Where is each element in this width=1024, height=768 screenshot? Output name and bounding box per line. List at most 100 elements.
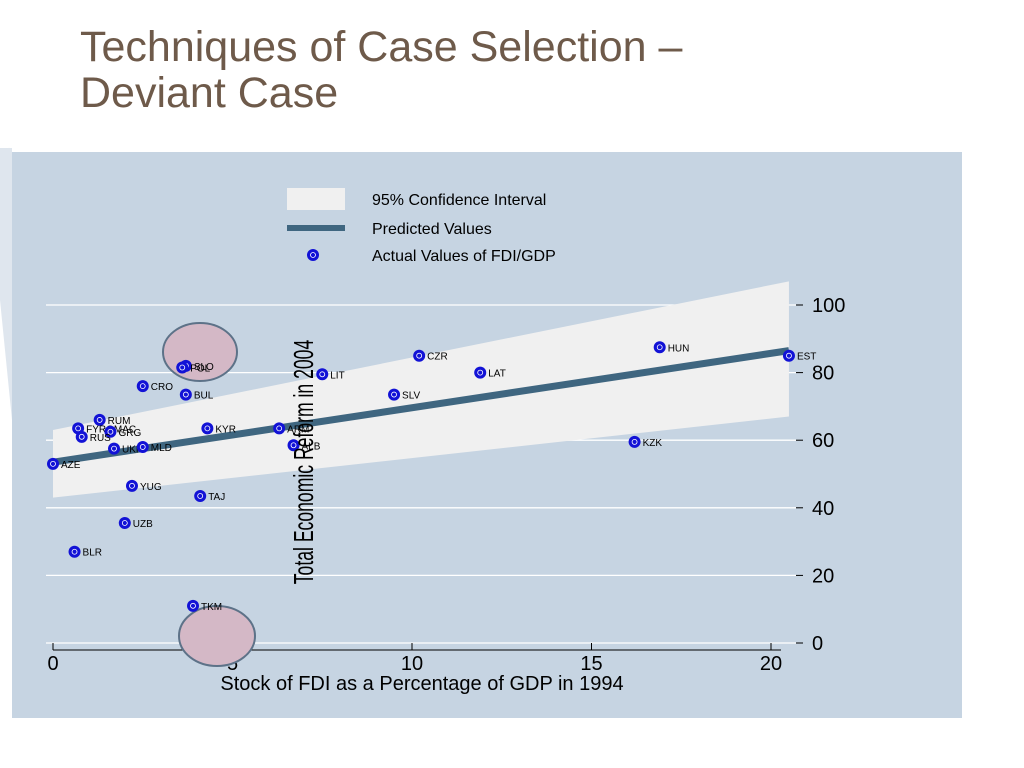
point-label-uzb: UZB (133, 519, 153, 530)
point-label-cro: CRO (151, 382, 173, 393)
point-ring-aze (50, 460, 56, 467)
point-mld (136, 440, 149, 453)
point-ring-rum (96, 417, 103, 423)
legend-label-points: Actual Values of FDI/GDP (372, 248, 556, 265)
point-ring-hun (656, 344, 663, 351)
point-label-slo: SLO (194, 362, 214, 373)
slide-title-line-2: Deviant Case (80, 69, 339, 117)
y-tick-label-60: 60 (812, 430, 834, 452)
point-label-pol: POL (190, 364, 210, 375)
point-ring-blr (71, 548, 78, 555)
point-ring-mld (139, 444, 146, 450)
point-layer: SLOPOLCROBULRUMFYROMACGRGRUSUKRMLDAZEKYR… (47, 341, 816, 613)
y-axis-title: Total Economic Reform in 2004 (288, 340, 319, 585)
point-blr (68, 545, 81, 558)
point-label-aze: AZE (61, 460, 81, 471)
point-alb (287, 439, 300, 452)
point-rum (93, 413, 106, 426)
point-ring-grg (107, 428, 114, 435)
point-label-grg: GRG (118, 428, 141, 439)
x-axis-title: Stock of FDI as a Percentage of GDP in 1… (220, 673, 623, 695)
point-pol (176, 361, 189, 374)
point-yug (125, 479, 138, 492)
point-label-yug: YUG (140, 482, 162, 493)
point-label-lit: LIT (330, 370, 344, 381)
point-label-alb: ALB (302, 441, 321, 452)
x-tick-label-15: 15 (580, 653, 602, 675)
point-label-lat: LAT (488, 369, 506, 380)
y-tick-label-0: 0 (812, 633, 823, 655)
y-tick-label-40: 40 (812, 498, 834, 520)
point-ring-fyromac (75, 425, 82, 432)
axis-layer: 02040608010005101520 (47, 295, 845, 675)
confidence-band (53, 281, 789, 498)
point-bul (179, 388, 192, 401)
point-label-taj: TAJ (208, 492, 225, 503)
decorative-wedge (0, 148, 12, 420)
point-ring-tkm (190, 602, 196, 609)
point-slv (388, 388, 401, 401)
prediction-line (52, 347, 790, 466)
point-label-rum: RUM (108, 416, 131, 427)
y-tick-label-100: 100 (812, 295, 845, 317)
x-tick-label-20: 20 (760, 653, 782, 675)
point-label-arm: ARM (287, 424, 309, 435)
legend-label-confidence: 95% Confidence Interval (372, 192, 546, 209)
point-ring-pol (179, 364, 186, 371)
point-ring-kyr (204, 425, 211, 432)
point-label-hun: HUN (668, 343, 690, 354)
legend-swatch-prediction (287, 225, 345, 231)
point-label-ukr: UKR (122, 445, 143, 456)
point-ring-cro (139, 383, 146, 390)
point-ring-lat (477, 369, 484, 376)
point-label-tkm: TKM (201, 602, 222, 613)
point-est (782, 349, 795, 362)
point-ring-slv (391, 391, 397, 398)
legend-label-prediction: Predicted Values (372, 221, 492, 238)
point-label-mld: MLD (151, 443, 172, 454)
point-aze (47, 457, 59, 470)
point-rus (75, 430, 88, 443)
point-label-kyr: KYR (215, 424, 236, 435)
x-tick-label-0: 0 (47, 653, 58, 675)
point-uzb (118, 517, 131, 530)
point-kyr (201, 422, 214, 435)
point-lat (474, 366, 487, 379)
x-tick-label-10: 10 (401, 653, 423, 675)
prediction-line-layer (52, 347, 790, 466)
point-ring-rus (78, 433, 85, 440)
y-tick-label-80: 80 (812, 363, 834, 385)
point-ring-czr (416, 352, 423, 359)
point-kzk (628, 435, 641, 448)
slide-title: Techniques of Case Selection – Deviant C… (80, 24, 682, 116)
point-arm (273, 422, 286, 435)
point-ring-arm (276, 425, 283, 432)
point-ring-kzk (631, 438, 638, 445)
point-label-slv: SLV (402, 391, 420, 402)
point-label-bul: BUL (194, 391, 214, 402)
legend-swatch-points (307, 249, 319, 261)
point-ukr (108, 442, 121, 455)
point-hun (653, 341, 666, 354)
point-taj (194, 489, 207, 502)
point-ring-est (786, 352, 792, 359)
point-ring-lit (319, 371, 326, 378)
point-cro (136, 380, 149, 393)
point-label-blr: BLR (83, 548, 102, 559)
point-label-czr: CZR (427, 352, 448, 363)
point-lit (316, 368, 329, 381)
slide-title-line-1: Techniques of Case Selection – (80, 23, 683, 71)
point-ring-yug (129, 482, 135, 489)
legend: 95% Confidence Interval Predicted Values… (287, 188, 556, 265)
point-ring-bul (182, 391, 189, 398)
highlight-circle-tkm (178, 605, 256, 667)
point-ring-uzb (121, 520, 128, 526)
point-tkm (187, 599, 200, 612)
y-tick-label-20: 20 (812, 565, 834, 587)
legend-swatch-points-ring (310, 252, 316, 258)
point-ring-ukr (111, 445, 117, 452)
point-label-rus: RUS (90, 433, 111, 444)
point-label-kzk: KZK (643, 438, 663, 449)
point-czr (413, 349, 426, 362)
